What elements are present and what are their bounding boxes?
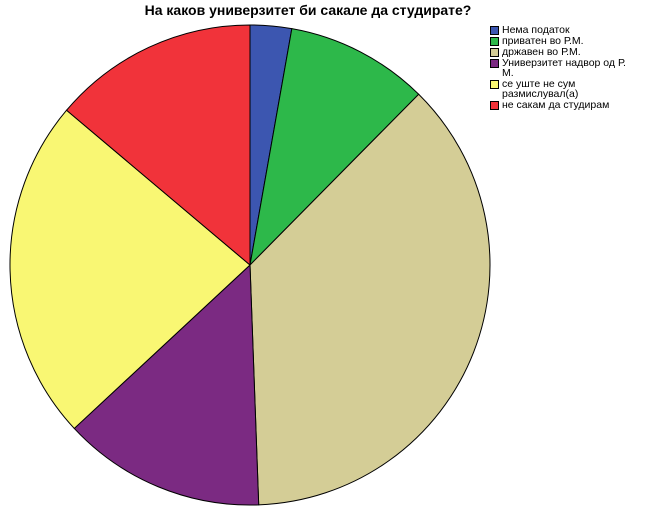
legend-item: Универзитет надвор од Р. М. bbox=[490, 58, 640, 78]
legend-item: приватен во Р.М. bbox=[490, 36, 640, 46]
legend: Нема податок приватен во Р.М. државен во Р… bbox=[490, 25, 640, 111]
legend-item: Нема податок bbox=[490, 25, 640, 35]
legend-item: се уште не сум размислувал(а) bbox=[490, 79, 640, 99]
legend-label: приватен во Р.М. bbox=[502, 35, 584, 47]
legend-label: Универзитет надвор од Р. М. bbox=[502, 57, 626, 79]
legend-label: Нема податок bbox=[502, 24, 570, 36]
legend-item: не сакам да студирам bbox=[490, 100, 640, 110]
chart-title: На каков универзитет би сакале да студир… bbox=[144, 2, 472, 18]
pie-slice-5 bbox=[9, 109, 251, 430]
legend-swatch bbox=[490, 59, 499, 68]
legend-label: државен во Р.М. bbox=[502, 46, 581, 58]
legend-item: државен во Р.М. bbox=[490, 47, 640, 57]
pie-slice-3 bbox=[249, 93, 491, 506]
legend-swatch bbox=[490, 48, 499, 57]
pie-slice-4 bbox=[73, 263, 260, 506]
legend-swatch bbox=[490, 37, 499, 46]
legend-label: се уште не сум размислувал(а) bbox=[502, 78, 579, 100]
pie-slice-2 bbox=[249, 28, 420, 267]
legend-swatch bbox=[490, 26, 499, 35]
pie-slice-6 bbox=[65, 24, 251, 267]
legend-swatch bbox=[490, 80, 499, 89]
legend-swatch bbox=[490, 101, 499, 110]
legend-label: не сакам да студирам bbox=[502, 99, 610, 111]
